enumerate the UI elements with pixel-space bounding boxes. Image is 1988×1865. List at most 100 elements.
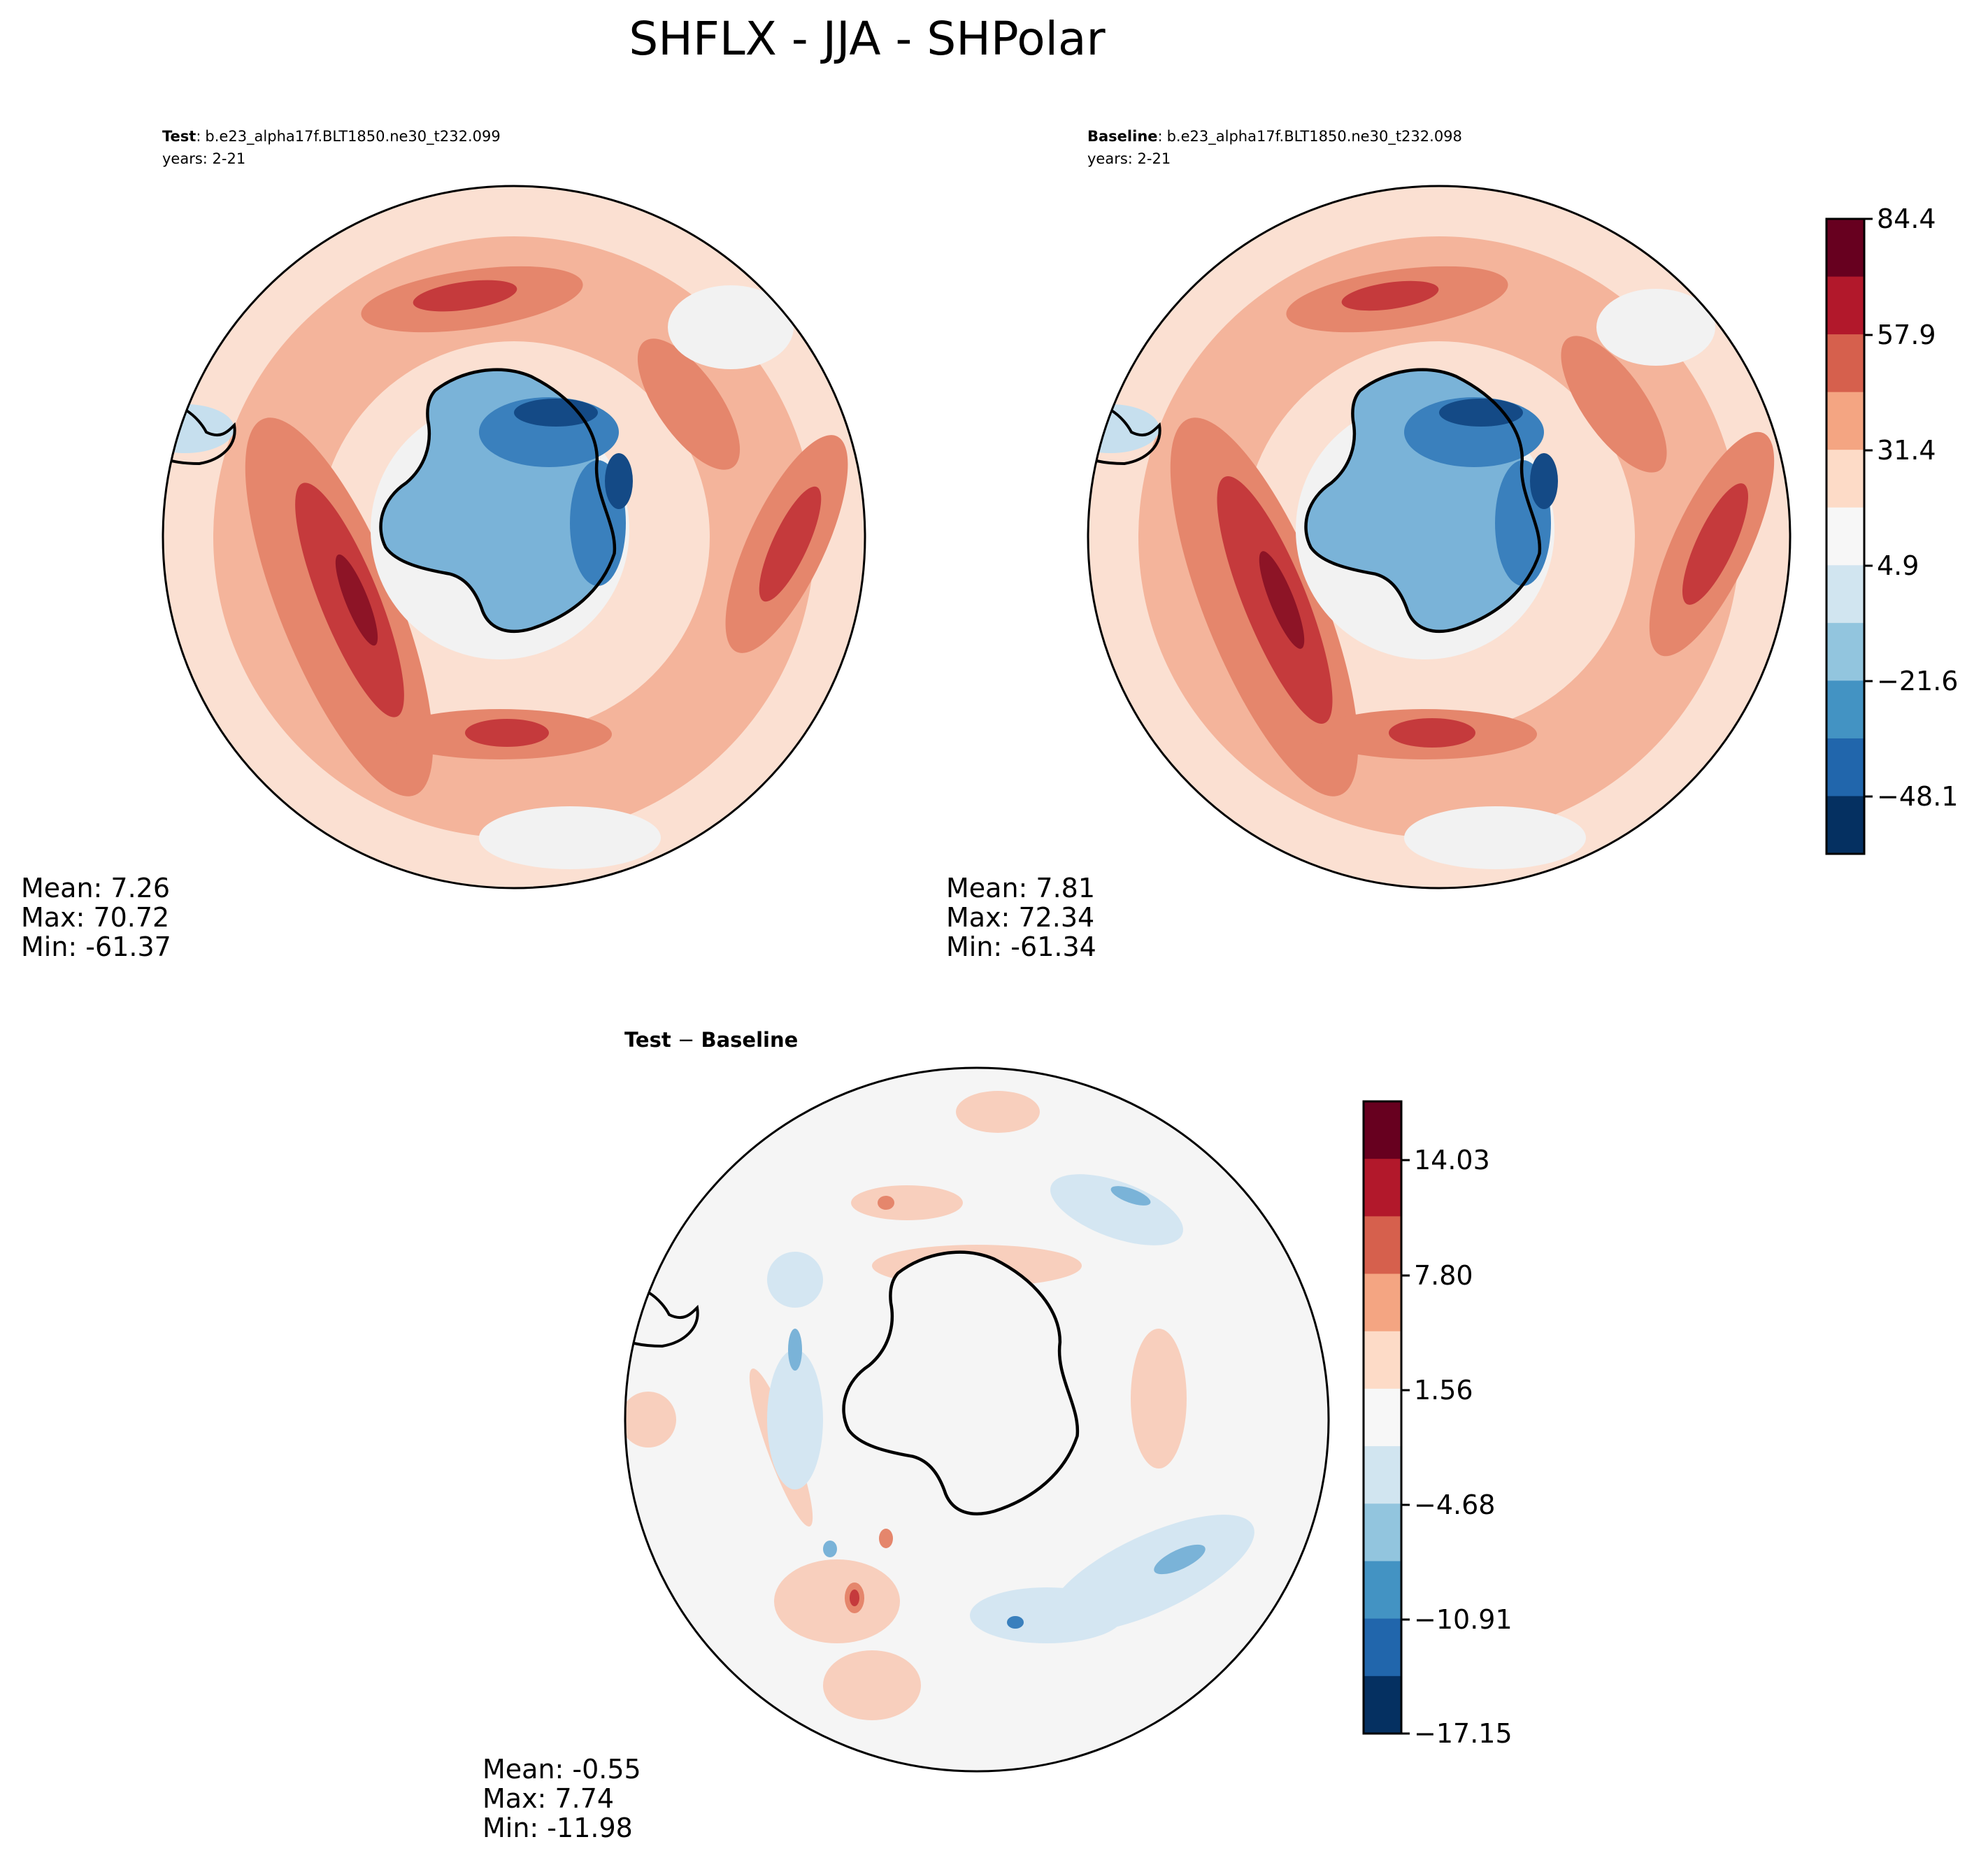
near-zero-patch xyxy=(668,285,794,369)
south-america-tip-ice xyxy=(163,404,234,453)
colorbar-segment xyxy=(1364,1503,1401,1562)
diff-strong-negative xyxy=(1007,1616,1024,1629)
stat-mean: Mean: 7.81 xyxy=(946,873,1095,903)
flux-band-west-peak xyxy=(335,554,378,646)
land-coldest-core xyxy=(1439,399,1523,427)
stat-min: Min: -11.98 xyxy=(482,1813,633,1843)
colorbar-segment xyxy=(1826,507,1864,566)
diff-strong-negative xyxy=(823,1541,837,1557)
land-coldest-core xyxy=(1530,453,1558,509)
panel-diff-label-minus: − xyxy=(671,1028,701,1052)
panel-test-label: Test: b.e23_alpha17f.BLT1850.ne30_t232.09… xyxy=(162,128,501,145)
colorbar-tick-label: 14.03 xyxy=(1414,1145,1490,1176)
colorbar-tick-label: 31.4 xyxy=(1877,435,1936,466)
diff-negative-patch xyxy=(970,1587,1124,1643)
panel-baseline-label-bold: Baseline xyxy=(1087,128,1158,145)
colorbar-diff-ticks: 14.03 7.80 1.56 −4.68 −10.91 −17.15 xyxy=(1401,1145,1513,1749)
map-boundary xyxy=(1087,185,1792,889)
diff-strong-positive xyxy=(879,1529,893,1548)
flux-band-south-core xyxy=(465,719,549,747)
polar-map-diff xyxy=(624,1066,1330,1773)
colorbar-tick-label: 7.80 xyxy=(1414,1260,1473,1291)
colorbar-segment xyxy=(1826,219,1864,278)
diff-positive-patch xyxy=(1131,1329,1187,1469)
colorbar-segment xyxy=(1364,1388,1401,1447)
panel-diff-label: Test − Baseline xyxy=(624,1028,798,1052)
colorbar-diff-frame xyxy=(1362,1100,1403,1735)
near-zero-patch xyxy=(1596,289,1715,366)
colorbar-tick-label: 84.4 xyxy=(1877,203,1936,234)
flux-band-north-core xyxy=(1341,280,1439,311)
map-field-diff xyxy=(625,1068,1329,1771)
colorbar-segment xyxy=(1826,334,1864,393)
colorbar-tick-label: −10.91 xyxy=(1414,1604,1513,1635)
panel-test: Test: b.e23_alpha17f.BLT1850.ne30_t232.09… xyxy=(21,128,866,962)
panel-baseline-case-name: b.e23_alpha17f.BLT1850.ne30_t232.098 xyxy=(1167,128,1462,145)
panel-diff: Test − Baseline xyxy=(482,1028,1330,1843)
near-zero-patch xyxy=(1404,806,1586,869)
colorbar-segment xyxy=(1826,622,1864,681)
diff-strong-positive xyxy=(878,1196,894,1210)
diff-positive-patch xyxy=(823,1650,921,1720)
diff-positive-patch xyxy=(851,1185,963,1220)
flux-band-east-core xyxy=(759,486,822,602)
flux-band-north-core xyxy=(413,280,517,312)
diff-negative-patch xyxy=(1050,1174,1183,1245)
colorbar-segment xyxy=(1364,1618,1401,1677)
panel-test-years: years: 2-21 xyxy=(162,150,245,167)
south-america-coastline xyxy=(163,401,236,466)
polar-map-baseline xyxy=(1087,185,1792,889)
colorbar-main-ticks: 84.4 57.9 31.4 4.9 −21.6 −48.1 xyxy=(1864,203,1958,812)
colorbar-segment xyxy=(1364,1446,1401,1504)
diff-strong-negative xyxy=(1154,1544,1206,1575)
diff-strong-negative xyxy=(1110,1186,1151,1206)
colorbar-diff-segments xyxy=(1364,1101,1401,1734)
diff-peak-positive xyxy=(850,1589,859,1606)
colorbar-main: 84.4 57.9 31.4 4.9 −21.6 −48.1 xyxy=(1825,203,1958,855)
panel-test-label-sep: : xyxy=(196,128,201,145)
colorbar-tick-label: 57.9 xyxy=(1877,320,1936,350)
colorbar-tick-label: 4.9 xyxy=(1877,550,1919,581)
flux-band-west-peak xyxy=(1259,551,1305,649)
diff-strong-negative xyxy=(788,1329,802,1371)
map-field-baseline xyxy=(1088,186,1790,888)
colorbar-diff: 14.03 7.80 1.56 −4.68 −10.91 −17.15 xyxy=(1362,1100,1513,1749)
flux-band-east-core xyxy=(1682,483,1749,605)
colorbar-main-segments xyxy=(1826,219,1864,855)
figure-title: SHFLX - JJA - SHPolar xyxy=(629,12,1106,66)
colorbar-tick-label: 1.56 xyxy=(1414,1375,1473,1406)
stat-min: Min: -61.37 xyxy=(21,931,171,962)
panel-baseline-years: years: 2-21 xyxy=(1087,150,1171,167)
panel-diff-label-baseline: Baseline xyxy=(701,1028,798,1052)
panel-baseline-label-sep: : xyxy=(1158,128,1163,145)
flux-band-northeast xyxy=(637,338,741,470)
colorbar-segment xyxy=(1826,450,1864,508)
land-coldest-core xyxy=(605,453,633,509)
colorbar-tick-label: −21.6 xyxy=(1877,666,1958,696)
stats-baseline: Mean: 7.81 Max: 72.34 Min: -61.34 xyxy=(946,873,1096,962)
panel-baseline: Baseline: b.e23_alpha17f.BLT1850.ne30_t23… xyxy=(946,128,1792,962)
near-zero-patch xyxy=(479,806,661,869)
colorbar-segment xyxy=(1364,1561,1401,1620)
stat-max: Max: 72.34 xyxy=(946,902,1094,933)
panel-test-case-name: b.e23_alpha17f.BLT1850.ne30_t232.099 xyxy=(205,128,500,145)
south-america-coastline xyxy=(625,1284,699,1348)
colorbar-segment xyxy=(1364,1675,1401,1734)
diff-negative-patch xyxy=(767,1252,823,1308)
map-field-test xyxy=(163,186,865,888)
diff-positive-patch xyxy=(625,1392,676,1448)
stat-max: Max: 7.74 xyxy=(482,1783,614,1814)
diff-positive-patch xyxy=(956,1091,1040,1133)
map-boundary xyxy=(162,185,866,889)
panel-test-label-bold: Test xyxy=(162,128,196,145)
land-coldest-core xyxy=(514,399,598,427)
stat-max: Max: 70.72 xyxy=(21,902,169,933)
colorbar-tick-label: −4.68 xyxy=(1414,1489,1495,1520)
colorbar-segment xyxy=(1364,1159,1401,1217)
panel-diff-label-test: Test xyxy=(624,1028,671,1052)
colorbar-segment xyxy=(1364,1331,1401,1389)
stats-diff: Mean: -0.55 Max: 7.74 Min: -11.98 xyxy=(482,1754,641,1843)
colorbar-segment xyxy=(1826,738,1864,796)
stats-test: Mean: 7.26 Max: 70.72 Min: -61.37 xyxy=(21,873,171,962)
